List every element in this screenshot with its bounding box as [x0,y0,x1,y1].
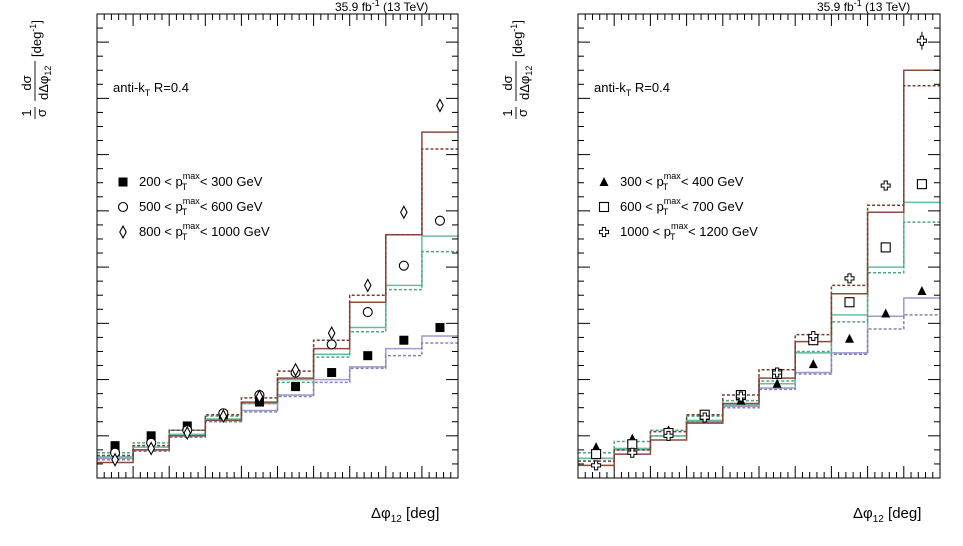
y-title-unit: [deg-1] [28,20,44,57]
data-point-0-9 [435,323,445,333]
data-point-2-3 [219,408,228,424]
y-title-denominator-2: dΔφ12 [36,66,53,100]
legend-label-2: 1000 < pmax T < 1200 GeV [620,221,758,242]
legend: 300 < pmax T < 400 GeV 600 < pmax T < 700 G… [598,171,758,242]
y-title-numerator-2: dσ [500,75,515,90]
data-point-1-7 [844,297,855,308]
info-line-algorithm: anti-kT R=0.4 [594,80,670,98]
legend-marker-0 [599,177,609,186]
data-point-0-7 [845,333,854,343]
data-point-0-5 [772,378,782,388]
data-point-1-1 [627,439,638,450]
y-title-denominator-1: σ [34,109,49,117]
data-point-2-2 [663,430,674,441]
y-title-numerator-1: 1 [19,109,34,116]
y-axis [578,27,940,465]
data-point-2-8 [880,180,891,191]
legend-label-1: 600 < pmax T < 700 GeV [620,196,744,217]
data-point-2-0 [591,460,602,471]
data-point-2-5 [291,362,300,377]
data-point-0-0 [110,441,120,451]
data-point-1-9 [434,215,446,226]
data-point-0-6 [327,368,337,378]
data-point-1-6 [326,339,337,350]
chart-left: 35.9 fb-1 (13 TeV) 1 σ dσ dΔφ12 [deg-1] Δφ12 [… [19,0,459,525]
data-point-0-5 [291,382,301,392]
luminosity-label: 35.9 fb-1 (13 TeV) [335,0,428,14]
legend-label-0: 300 < pmax T < 400 GeV [620,171,744,192]
data-point-1-0 [591,449,602,460]
data-point-2-2 [183,425,192,441]
x-axis [577,14,941,478]
data-point-2-1 [627,447,638,458]
legend-marker-0 [118,177,128,187]
data-point-1-8 [398,260,409,271]
herwig-line-1 [578,201,940,460]
legend-label-1: 500 < pmax T < 600 GeV [139,196,263,217]
luminosity-label: 35.9 fb-1 (13 TeV) [817,0,910,14]
pythia-line-1 [578,221,940,454]
legend: 200 < pmax T < 300 GeV 500 < pmax T < 600 G… [117,171,270,242]
chart-right: 35.9 fb-1 (13 TeV) 1 σ dσ dΔφ12 [deg-1] Δφ12 [… [500,0,941,525]
y-title-denominator-1: σ [515,109,530,117]
data-point-2-7 [844,273,855,284]
model-lines [97,131,458,464]
data-point-2-5 [772,367,783,378]
data-point-2-6 [327,326,336,341]
legend-label-0: 200 < pmax T < 300 GeV [139,171,263,192]
data-point-0-1 [146,431,156,441]
data-point-2-3 [699,412,710,423]
data-point-0-0 [591,442,601,452]
legend-label-2: 800 < pmax T < 1000 GeV [139,221,270,242]
data-point-1-9 [916,179,927,190]
data-point-1-8 [880,242,891,253]
y-title-numerator-2: dσ [19,75,34,90]
data-points [110,98,446,467]
info-line-algorithm: anti-kT R=0.4 [113,80,189,98]
x-axis-title: Δφ12 [deg] [371,505,439,525]
data-points [591,31,927,471]
y-title-numerator-1: 1 [500,109,515,116]
y-axis-title: 1 σ dσ dΔφ12 [deg-1] [500,20,534,119]
data-point-2-1 [147,441,155,456]
data-point-2-0 [111,452,119,467]
legend-marker-1 [598,201,610,213]
data-point-1-7 [362,307,373,318]
data-point-2-7 [363,278,372,293]
data-point-0-8 [881,308,891,318]
data-point-2-9 [436,98,444,113]
x-axis-title: Δφ12 [deg] [853,505,921,525]
data-point-2-8 [400,205,408,220]
pythia-line-2 [578,84,940,462]
y-axis [97,27,458,465]
x-axis [96,14,459,478]
data-point-0-7 [363,351,373,361]
y-title-denominator-2: dΔφ12 [517,66,534,100]
data-point-2-4 [255,389,264,404]
legend-marker-1 [117,201,129,213]
legend-marker-2 [119,224,127,240]
data-point-2-4 [735,391,746,402]
pythia-line-2 [97,148,458,457]
data-point-0-6 [808,359,818,369]
data-point-2-6 [808,330,819,341]
pythia-line-1 [97,250,458,454]
model-lines [578,69,940,467]
data-point-0-8 [399,335,409,345]
legend-marker-2 [599,227,609,237]
data-point-2-9 [916,35,927,46]
data-point-0-9 [917,285,927,295]
y-title-unit: [deg-1] [509,20,525,57]
y-axis-title: 1 σ dσ dΔφ12 [deg-1] [19,20,53,119]
